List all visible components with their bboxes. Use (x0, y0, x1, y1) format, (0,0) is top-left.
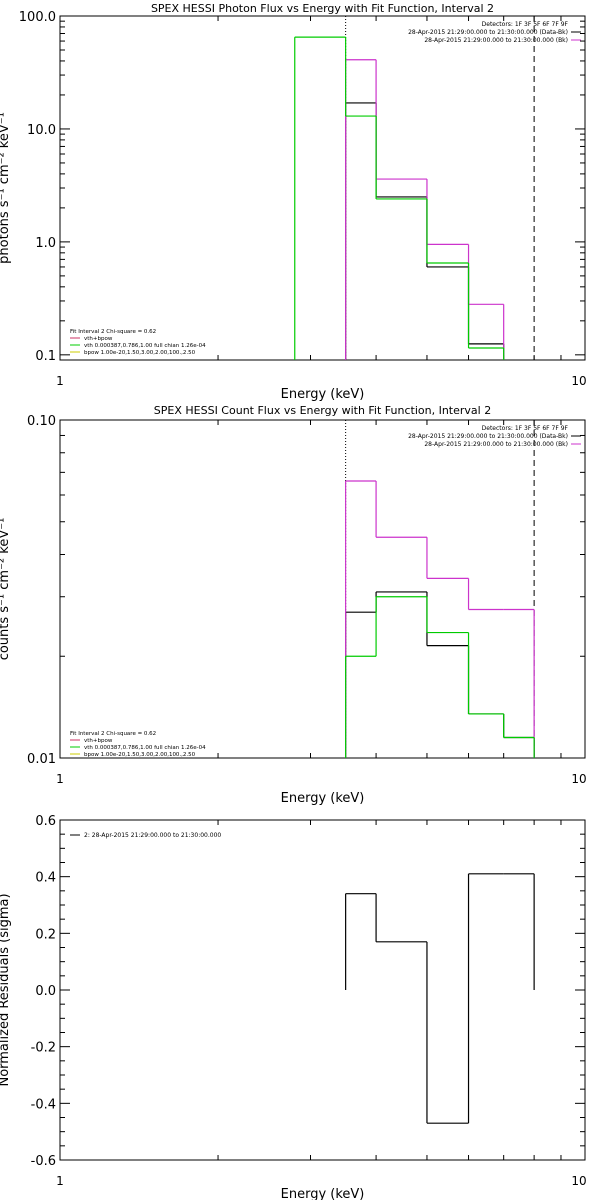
chart-panel-1: SPEX HESSI Photon Flux vs Energy with Fi… (0, 2, 587, 402)
y-tick-label: 0.0 (35, 984, 56, 999)
y-tick-label: 0.01 (27, 752, 56, 767)
chart-panel-2: SPEX HESSI Count Flux vs Energy with Fit… (0, 404, 587, 806)
series-1 (345, 873, 535, 1124)
info-line: Detectors: 1F 3F 5F 6F 7F 9F (482, 425, 569, 432)
y-tick-label: 100.0 (19, 10, 56, 25)
chart-title: SPEX HESSI Count Flux vs Energy with Fit… (154, 404, 491, 417)
y-tick-label: -0.6 (31, 1154, 56, 1169)
fit-text-line: Fit Interval 2 Chi-square = 0.62 (70, 731, 156, 737)
x-axis-label: Energy (keV) (281, 1187, 365, 1200)
y-tick-label: 10.0 (27, 123, 56, 138)
y-tick-label: 1.0 (35, 236, 56, 251)
fit-text-line: bpow 1.00e-20,1.50,3.00,2.00,100.,2.50 (84, 350, 196, 356)
y-axis-label: counts s⁻¹ cm⁻² keV⁻¹ (0, 518, 12, 661)
fit-text-line: vth 0.000387,0.786,1.00 full chian 1.26e… (84, 343, 206, 349)
fit-text-line: vth 0.000387,0.786,1.00 full chian 1.26e… (84, 745, 206, 751)
fit-text-line: Fit Interval 2 Chi-square = 0.62 (70, 329, 156, 335)
x-tick-label: 10 (571, 772, 586, 786)
series-2 (345, 59, 505, 360)
info-line: 28-Apr-2015 21:29:00.000 to 21:30:00.000… (408, 433, 568, 440)
fit-text-line: bpow 1.00e-20,1.50,3.00,2.00,100.,2.50 (84, 752, 196, 758)
x-tick-label: 1 (56, 772, 64, 786)
info-line: Detectors: 1F 3F 5F 6F 7F 9F (482, 21, 569, 28)
info-line: 2: 28-Apr-2015 21:29:00.000 to 21:30:00.… (84, 832, 221, 839)
y-tick-label: 0.4 (35, 871, 56, 886)
x-axis-label: Energy (keV) (281, 387, 365, 402)
y-tick-label: 0.10 (27, 414, 56, 429)
plot-frame (59, 15, 586, 361)
x-axis-label: Energy (keV) (281, 791, 365, 806)
y-axis-label: Normalized Residuals (sigma) (0, 893, 12, 1086)
info-line: 28-Apr-2015 21:29:00.000 to 21:30:00.000… (424, 441, 568, 448)
y-tick-label: -0.4 (31, 1097, 56, 1112)
plot-frame (59, 419, 586, 759)
series-1 (345, 591, 535, 758)
x-tick-label: 1 (56, 1174, 64, 1188)
plot-frame (59, 819, 586, 1161)
series-3 (294, 36, 505, 360)
y-tick-label: -0.2 (31, 1041, 56, 1056)
chart-panel-3: 1 10 Energy (keV) -0.6 -0.4 -0.2 0.0 0.2 0.4 0.6 N… (0, 814, 587, 1200)
info-line: 28-Apr-2015 21:29:00.000 to 21:30:00.000… (408, 29, 568, 36)
fit-text-line: vth+bpow (84, 336, 113, 342)
y-axis-label: photons s⁻¹ cm⁻² keV⁻¹ (0, 112, 12, 264)
x-tick-label: 10 (571, 1174, 586, 1188)
info-line: 28-Apr-2015 21:29:00.000 to 21:30:00.000… (424, 37, 568, 44)
y-tick-label: 0.2 (35, 927, 56, 942)
y-tick-label: 0.1 (35, 349, 56, 364)
x-tick-label: 10 (571, 374, 586, 388)
chart-title: SPEX HESSI Photon Flux vs Energy with Fi… (151, 2, 494, 15)
x-tick-label: 1 (56, 374, 64, 388)
series-2 (345, 480, 535, 758)
series-1 (345, 102, 505, 360)
fit-text-line: vth+bpow (84, 738, 113, 744)
y-tick-label: 0.6 (35, 814, 56, 829)
series-3 (345, 596, 535, 758)
